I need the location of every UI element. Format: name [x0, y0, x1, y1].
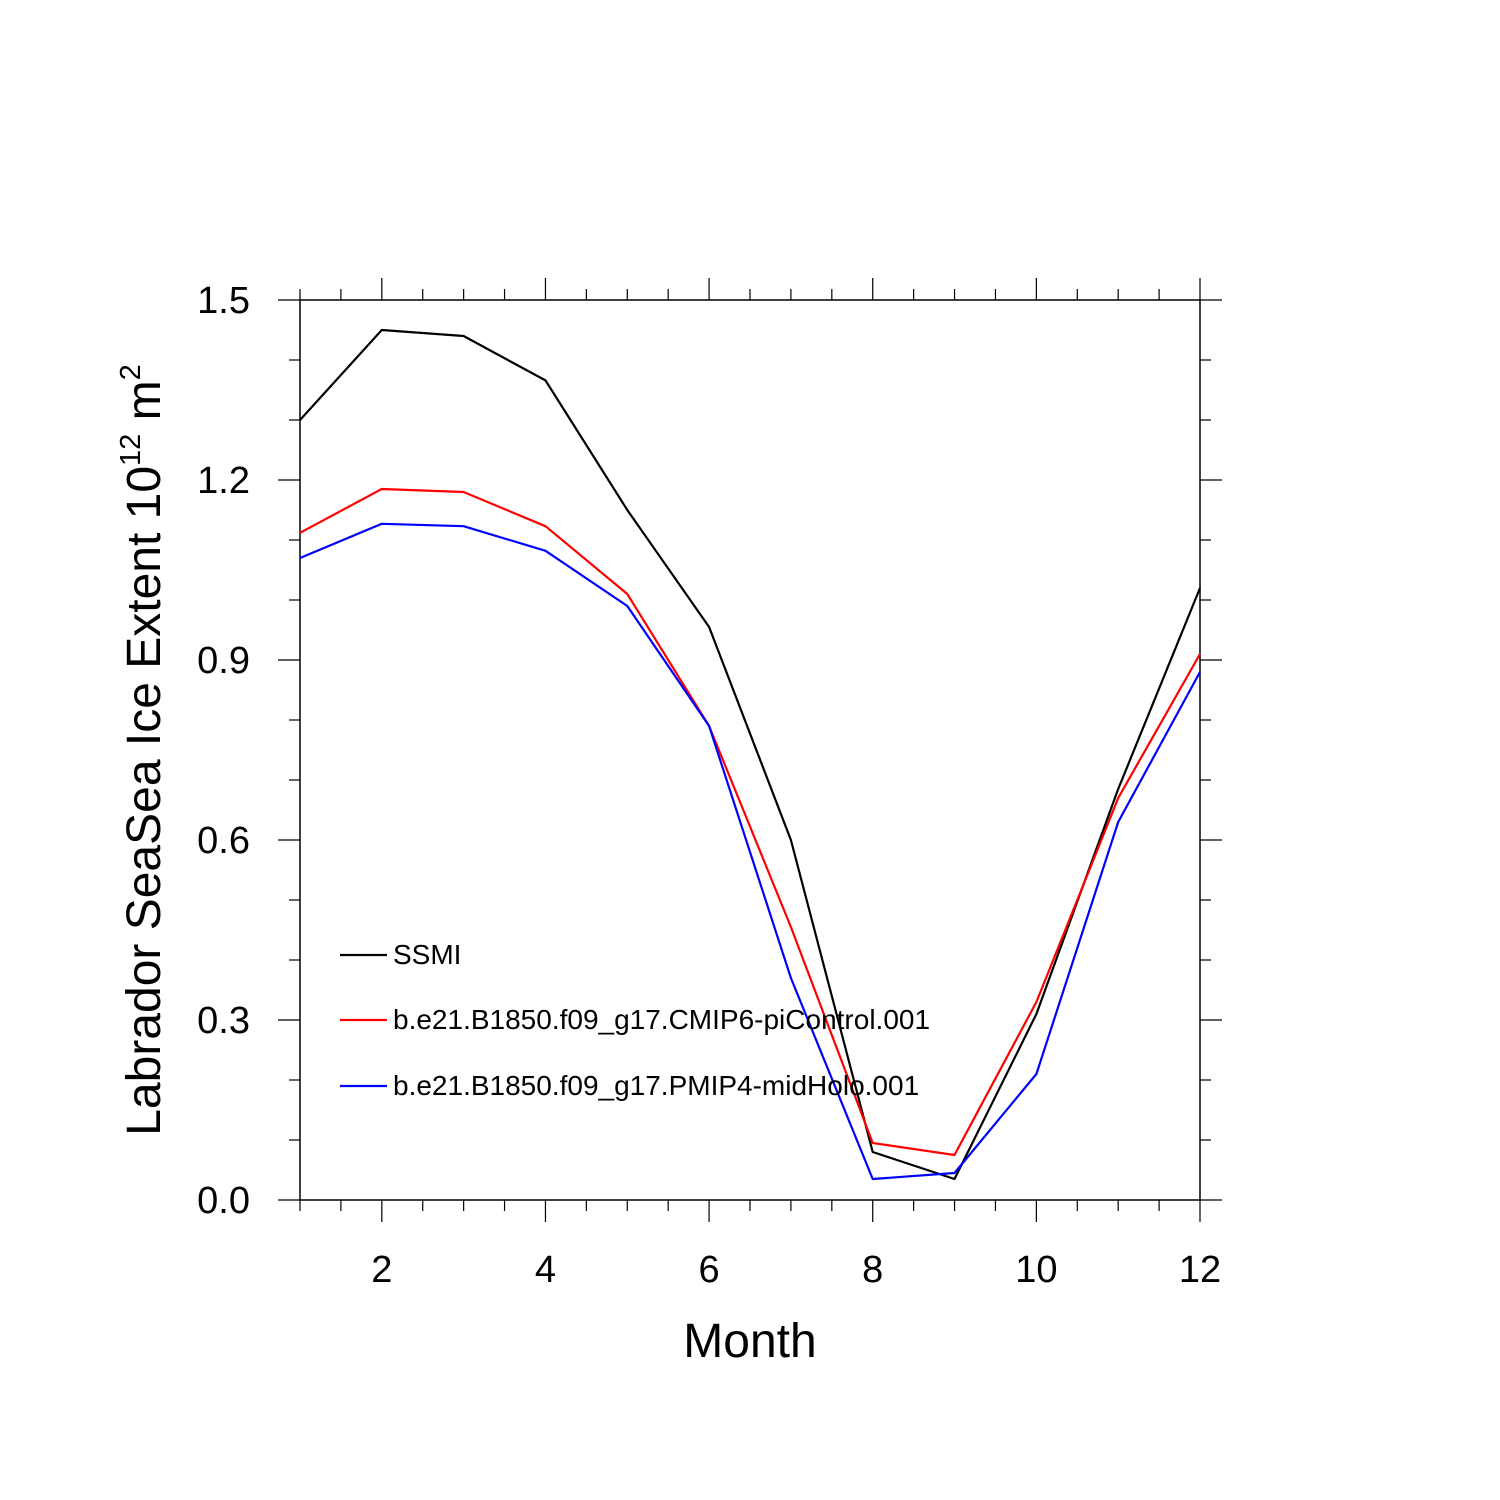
series-line	[299, 487, 1201, 1157]
y-tick-label: 0.0	[197, 1180, 250, 1222]
x-axis-label: Month	[683, 1315, 816, 1368]
legend-label: b.e21.B1850.f09_g17.PMIP4-midHolo.001	[393, 1070, 919, 1101]
y-axis-label-unit: m	[118, 380, 171, 433]
legend: SSMI b.e21.B1850.f09_g17.CMIP6-piControl.…	[340, 939, 930, 1101]
axis-ticks	[278, 278, 1222, 1222]
x-tick-label: 8	[862, 1249, 883, 1291]
x-tick-label: 2	[371, 1249, 392, 1291]
y-axis-label: Labrador SeaSea Ice Extent 1012 m2	[115, 364, 171, 1136]
legend-label: SSMI	[393, 939, 461, 970]
y-tick-label: 0.6	[197, 820, 250, 862]
y-axis-label-unit-exponent: 2	[115, 364, 147, 380]
y-tick-label: 0.3	[197, 1000, 250, 1042]
series-line	[299, 328, 1202, 1181]
x-tick-label: 10	[1015, 1249, 1057, 1291]
x-tick-label: 4	[535, 1249, 556, 1291]
y-axis-label-exponent: 12	[115, 434, 147, 466]
y-tick-label: 1.5	[197, 280, 250, 322]
legend-label: b.e21.B1850.f09_g17.CMIP6-piControl.001	[393, 1004, 930, 1035]
x-tick-label: 12	[1179, 1249, 1221, 1291]
series-lines	[299, 328, 1202, 1181]
plot-frame	[299, 299, 1201, 1201]
y-tick-label: 0.9	[197, 640, 250, 682]
y-axis-label-main: Labrador SeaSea Ice Extent 10	[118, 466, 171, 1136]
series-line	[299, 522, 1201, 1181]
y-tick-label: 1.2	[197, 460, 250, 502]
x-tick-label: 6	[699, 1249, 720, 1291]
axis-tick-labels: 2 4 6 8 10 12 0.0 0.3 0.6 0.9 1.2 1.5	[197, 280, 1221, 1291]
